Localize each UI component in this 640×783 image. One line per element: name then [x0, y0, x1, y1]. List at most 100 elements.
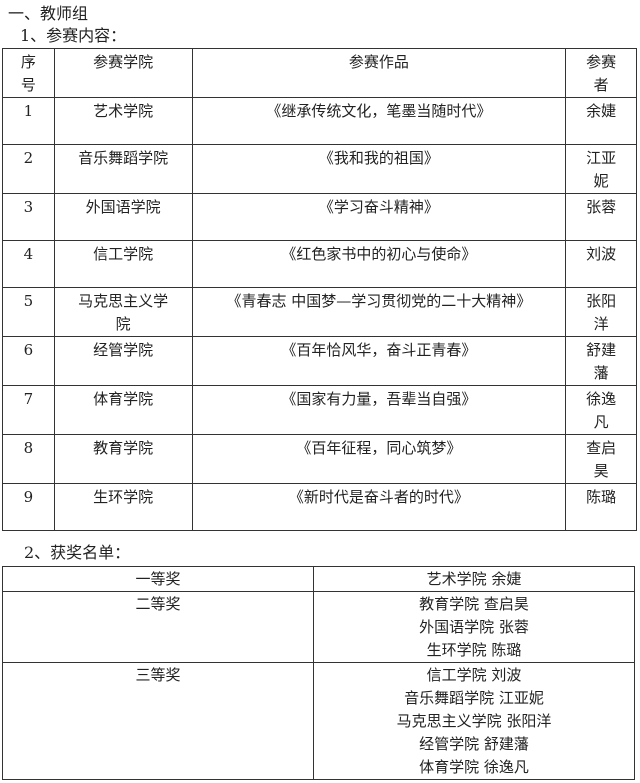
table-row: 7 体育学院 《国家有力量，吾辈当自强》 徐逸凡: [2, 385, 637, 435]
awards-table: 一等奖 艺术学院 余婕 二等奖 教育学院 查启昊 外国语学院 张蓉 生环学院 陈璐 三等奖信…: [2, 566, 635, 780]
table-row: 3 外国语学院 《学习奋斗精神》 张蓉: [2, 193, 637, 241]
prize-level: 二等奖: [2, 591, 314, 663]
cell-index: 序号: [2, 48, 55, 98]
participant-text: 陈璐: [586, 488, 617, 506]
award-row: 三等奖 信工学院 刘波 音乐舞蹈学院 江亚妮 马克思主义学院 张阳洋 经管学院 舒建藩体…: [2, 662, 635, 780]
cell-college: 生环学院: [53, 483, 193, 531]
cell-college: 教育学院: [53, 434, 193, 484]
cell-work-title: 《继承传统文化，笔墨当随时代》: [191, 97, 567, 145]
work-title-text: 《国家有力量，吾辈当自强》: [281, 390, 477, 408]
cell-participant: 江亚妮: [565, 144, 637, 194]
cell-college: 音乐舞蹈学院: [53, 144, 193, 194]
college-text: 教育学院: [93, 439, 154, 457]
participant-text: 舒建藩: [586, 341, 617, 382]
participant-text: 江亚妮: [586, 149, 617, 190]
college-text: 音乐舞蹈学院: [78, 149, 169, 167]
cell-work-title: 《百年征程，同心筑梦》: [191, 434, 567, 484]
index-text: 1: [23, 102, 34, 120]
index-text: 序号: [20, 53, 36, 94]
winner: 体育学院 徐逸凡: [419, 758, 529, 776]
subsection-entries-title: 1、参赛内容：: [20, 26, 127, 45]
college-text: 信工学院: [93, 245, 154, 263]
cell-college: 信工学院: [53, 240, 193, 288]
cell-index: 8: [2, 434, 55, 484]
cell-participant: 张阳洋: [565, 287, 637, 337]
participant-text: 徐逸凡: [586, 390, 617, 431]
cell-index: 3: [2, 193, 55, 241]
prize-level: 三等奖: [2, 662, 314, 780]
winners-cell: 艺术学院 余婕: [313, 566, 635, 592]
cell-index: 1: [2, 97, 55, 145]
cell-college: 体育学院: [53, 385, 193, 435]
work-title-text: 《青春志 中国梦—学习贯彻党的二十大精神》: [226, 292, 532, 310]
cell-work-title: 《国家有力量，吾辈当自强》: [191, 385, 567, 435]
cell-college: 经管学院: [53, 336, 193, 386]
cell-index: 4: [2, 240, 55, 288]
cell-index: 7: [2, 385, 55, 435]
cell-participant: 张蓉: [565, 193, 637, 241]
work-title-text: 《继承传统文化，笔墨当随时代》: [266, 102, 492, 120]
participant-text: 参赛者: [586, 53, 617, 94]
work-title-text: 《百年征程，同心筑梦》: [296, 439, 462, 457]
table-row: 6 经管学院 《百年恰风华，奋斗正青春》 舒建藩: [2, 336, 637, 386]
winner: 经管学院 舒建藩: [419, 735, 529, 753]
college-text: 艺术学院: [93, 102, 154, 120]
winner: 教育学院 查启昊: [419, 595, 529, 613]
college-text: 生环学院: [93, 488, 154, 506]
cell-index: 5: [2, 287, 55, 337]
entries-table: 序号 参赛学院 参赛作品 参赛者 1 艺术学院 《继承传统文化，笔墨当随时代》 余婕 2 音乐舞蹈…: [2, 48, 637, 531]
work-title-text: 参赛作品: [348, 53, 409, 71]
cell-work-title: 《青春志 中国梦—学习贯彻党的二十大精神》: [191, 287, 567, 337]
cell-college: 艺术学院: [53, 97, 193, 145]
work-title-text: 《我和我的祖国》: [318, 149, 439, 167]
cell-work-title: 《新时代是奋斗者的时代》: [191, 483, 567, 531]
table-header-row: 序号 参赛学院 参赛作品 参赛者: [2, 48, 637, 98]
index-text: 3: [23, 198, 34, 216]
section-title: 一、教师组: [8, 4, 89, 23]
cell-college: 外国语学院: [53, 193, 193, 241]
winner: 生环学院 陈璐: [426, 641, 522, 659]
work-title-text: 《百年恰风华，奋斗正青春》: [281, 341, 477, 359]
cell-participant: 刘波: [565, 240, 637, 288]
cell-participant: 余婕: [565, 97, 637, 145]
prize-level: 一等奖: [2, 566, 314, 592]
winners-cell: 信工学院 刘波 音乐舞蹈学院 江亚妮 马克思主义学院 张阳洋 经管学院 舒建藩 体育学院…: [313, 662, 635, 780]
index-text: 2: [23, 149, 34, 167]
award-row: 一等奖 艺术学院 余婕: [2, 566, 635, 592]
college-text: 经管学院: [93, 341, 154, 359]
cell-participant: 陈璐: [565, 483, 637, 531]
index-text: 6: [23, 341, 34, 359]
participant-text: 查启昊: [586, 439, 617, 480]
cell-participant: 查启昊: [565, 434, 637, 484]
table-row: 1 艺术学院 《继承传统文化，笔墨当随时代》 余婕: [2, 97, 637, 145]
table-row: 2 音乐舞蹈学院 《我和我的祖国》 江亚妮: [2, 144, 637, 194]
index-text: 4: [23, 245, 34, 263]
subsection-awards-title: 2、获奖名单：: [24, 543, 131, 562]
college-text: 体育学院: [93, 390, 154, 408]
winner: 音乐舞蹈学院 江亚妮: [404, 689, 544, 707]
cell-work-title: 《学习奋斗精神》: [191, 193, 567, 241]
winners-cell: 教育学院 查启昊 外国语学院 张蓉 生环学院 陈璐: [313, 591, 635, 663]
cell-work-title: 《我和我的祖国》: [191, 144, 567, 194]
cell-work-title: 《百年恰风华，奋斗正青春》: [191, 336, 567, 386]
cell-work-title: 《红色家书中的初心与使命》: [191, 240, 567, 288]
table-row: 9 生环学院 《新时代是奋斗者的时代》 陈璐: [2, 483, 637, 531]
college-text: 参赛学院: [93, 53, 154, 71]
work-title-text: 《新时代是奋斗者的时代》: [288, 488, 469, 506]
index-text: 9: [23, 488, 34, 506]
winner: 外国语学院 张蓉: [419, 618, 529, 636]
cell-college: 参赛学院: [53, 48, 193, 98]
participant-text: 余婕: [586, 102, 617, 120]
winner: 艺术学院 余婕: [426, 570, 522, 588]
cell-work-title: 参赛作品: [191, 48, 567, 98]
college-text: 马克思主义学院: [78, 292, 169, 333]
cell-college: 马克思主义学院: [53, 287, 193, 337]
college-text: 外国语学院: [85, 198, 161, 216]
cell-participant: 舒建藩: [565, 336, 637, 386]
cell-participant: 参赛者: [565, 48, 637, 98]
index-text: 5: [23, 292, 34, 310]
award-row: 二等奖 教育学院 查启昊 外国语学院 张蓉 生环学院 陈璐: [2, 591, 635, 663]
cell-index: 6: [2, 336, 55, 386]
cell-index: 9: [2, 483, 55, 531]
cell-participant: 徐逸凡: [565, 385, 637, 435]
